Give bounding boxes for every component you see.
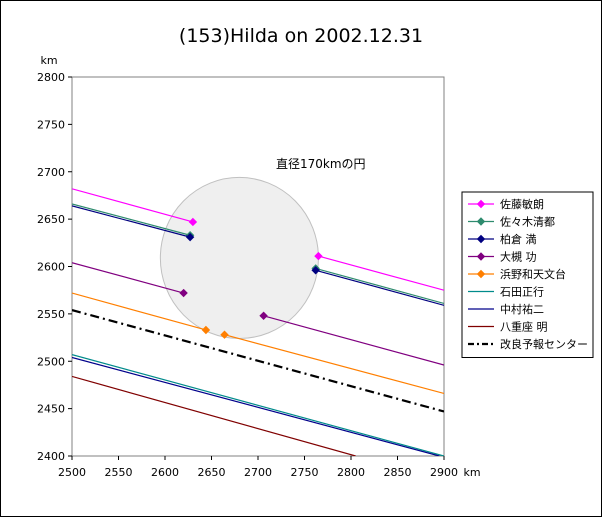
x-axis-label: km — [463, 466, 480, 479]
series-line-4-seg-1 — [72, 262, 184, 294]
legend-marker-5 — [476, 269, 486, 279]
x-tick-label: 2900 — [430, 466, 458, 479]
y-tick-label: 2550 — [37, 308, 65, 321]
legend-label-3: 柏倉 満 — [500, 232, 537, 246]
y-tick-label: 2650 — [37, 213, 65, 226]
y-tick-label: 2800 — [37, 71, 65, 84]
y-tick-label: 2500 — [37, 355, 65, 368]
series-line-2-seg-2 — [315, 267, 444, 305]
plot-content — [72, 176, 444, 456]
y-tick-label: 2700 — [37, 166, 65, 179]
x-tick-label: 2750 — [291, 466, 319, 479]
x-tick-label: 2500 — [58, 466, 86, 479]
legend-label-4: 大槻 功 — [500, 250, 537, 264]
series-line-2-seg-1 — [72, 203, 191, 236]
legend-label-1: 佐藤敏朗 — [500, 197, 544, 211]
series-line-3-seg-2 — [315, 269, 444, 306]
series-line-7-seg-1 — [72, 356, 440, 456]
y-tick-label: 2400 — [37, 450, 65, 463]
x-tick-label: 2550 — [105, 466, 133, 479]
series-line-9-seg-1 — [72, 309, 444, 413]
legend-label-8: 八重座 明 — [500, 320, 548, 334]
chart-title: (153)Hilda on 2002.12.31 — [179, 25, 423, 47]
x-tick-label: 2800 — [337, 466, 365, 479]
series-point-4 — [259, 311, 268, 320]
series-point-4 — [179, 288, 188, 298]
series-point-1 — [188, 217, 198, 227]
legend-label-7: 中村祐二 — [500, 302, 544, 316]
y-axis-label: km — [40, 54, 57, 67]
x-tick-label: 2650 — [198, 466, 226, 479]
size-circle — [159, 176, 319, 340]
series-line-4-seg-2 — [263, 315, 444, 366]
series-line-1-seg-1 — [72, 188, 194, 223]
y-tick-label: 2600 — [37, 261, 65, 274]
series-line-5-seg-2 — [224, 334, 444, 395]
x-tick-label: 2700 — [244, 466, 272, 479]
y-tick-label: 2750 — [37, 118, 65, 131]
series-point-5 — [220, 330, 229, 339]
y-tick-label: 2450 — [37, 403, 65, 416]
legend-label-2: 佐々木清都 — [500, 215, 555, 229]
legend-marker-1 — [476, 199, 486, 209]
series-point-3 — [311, 266, 320, 275]
circle-annotation: 直径170kmの円 — [276, 157, 366, 171]
legend-label-6: 石田正行 — [500, 286, 544, 299]
series-line-6-seg-1 — [72, 354, 444, 456]
series-line-8-seg-1 — [72, 375, 356, 456]
legend-marker-3 — [476, 234, 486, 244]
legend-label-9: 改良予報センター — [500, 337, 588, 351]
series-point-3 — [185, 232, 195, 242]
x-tick-label: 2600 — [151, 466, 179, 479]
series-line-5-seg-1 — [72, 292, 207, 331]
legend-marker-2 — [476, 217, 486, 226]
x-tick-label: 2850 — [384, 466, 412, 479]
series-point-1 — [314, 251, 323, 261]
series-line-1-seg-2 — [318, 255, 444, 291]
legend-marker-4 — [476, 252, 486, 261]
legend-label-5: 浜野和天文台 — [500, 267, 566, 281]
series-line-3-seg-1 — [72, 205, 191, 238]
series-point-5 — [201, 325, 211, 335]
